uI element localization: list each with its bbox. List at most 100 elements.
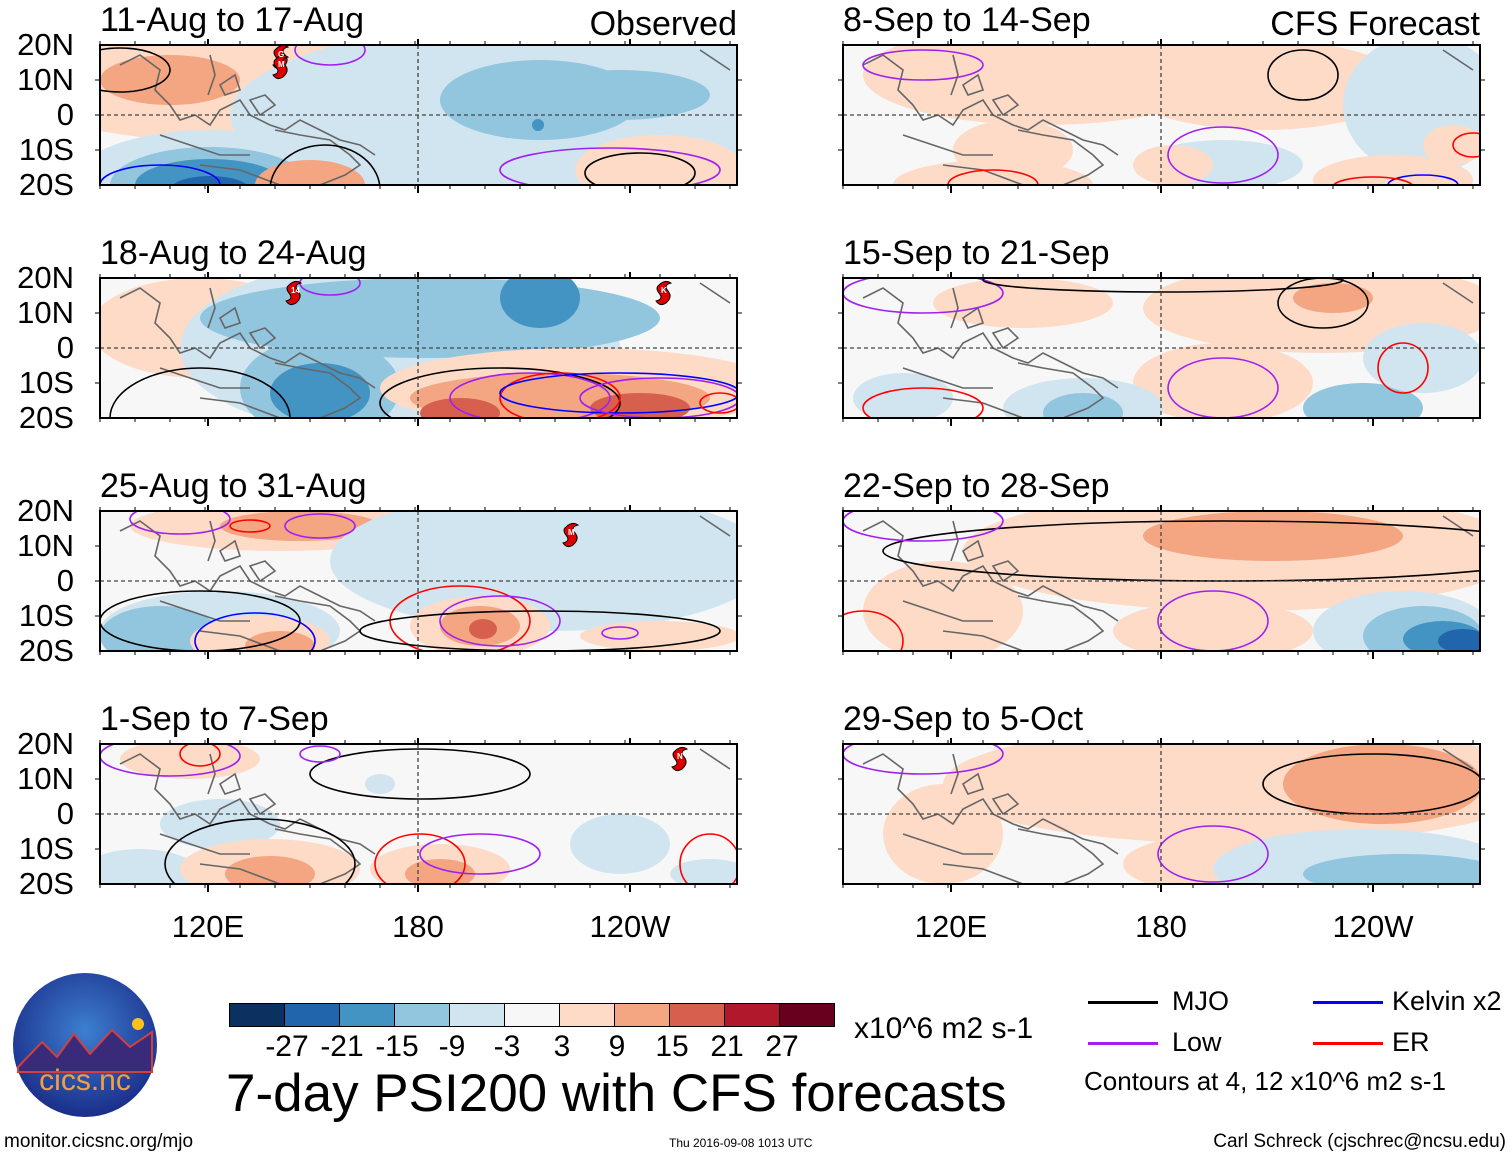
contour: [982, 278, 1344, 293]
contour: [100, 590, 301, 651]
tropical-cyclone-icon: [671, 746, 689, 772]
contour: [309, 748, 531, 800]
legend-low-line: [1088, 1042, 1158, 1045]
contour: [843, 278, 1004, 314]
contour: [229, 519, 271, 533]
legend-er-label: ER: [1392, 1027, 1430, 1057]
contour: [601, 626, 639, 640]
svg-text:cics.nc: cics.nc: [39, 1064, 131, 1097]
contour: [269, 144, 381, 185]
lat-tick-label: 0: [56, 330, 74, 365]
anomaly-region: [580, 621, 737, 651]
lat-tick-label: 10S: [18, 831, 74, 866]
colorbar-tick-label: 9: [608, 1030, 626, 1063]
contour: [1157, 825, 1269, 883]
anomaly-region: [1363, 323, 1480, 393]
colorbar-tick-label: 3: [553, 1030, 571, 1063]
anomaly-region: [100, 606, 220, 651]
contour: [1167, 126, 1279, 184]
footer-url[interactable]: monitor.cicsnc.org/mjo: [4, 1131, 194, 1152]
anomaly-region: [1293, 283, 1373, 313]
anomaly-region: [532, 119, 544, 131]
map-panel: [838, 738, 1485, 892]
anomaly-region: [933, 278, 1113, 328]
colorbar-tick-label: 21: [710, 1030, 744, 1063]
lon-tick-label: 180: [392, 909, 444, 944]
anomaly-region: [1423, 125, 1480, 165]
anomaly-region: [530, 70, 710, 120]
anomaly-region: [1283, 744, 1480, 824]
coastline: [119, 748, 731, 884]
legend-mjo-label: MJO: [1172, 986, 1229, 1016]
legend-kelvin-label: Kelvin x2: [1392, 986, 1502, 1016]
contour: [1332, 176, 1414, 185]
contour: [439, 595, 561, 647]
contour: [843, 744, 1004, 775]
tropical-cyclone-icon: [655, 280, 673, 306]
legend-low-label: Low: [1172, 1027, 1222, 1057]
colorbar-tick-label: -9: [438, 1030, 466, 1063]
anomaly-region: [1133, 343, 1313, 418]
colorbar: [229, 1003, 835, 1027]
map-panel: [838, 272, 1485, 426]
anomaly-region: [1438, 629, 1480, 651]
contour: [109, 367, 291, 418]
colorbar-swatch: [340, 1004, 395, 1026]
anomaly-region: [200, 278, 660, 358]
storm-label: G: [278, 50, 285, 59]
contour: [862, 49, 984, 81]
contour: [1157, 590, 1269, 651]
contour: [419, 833, 541, 875]
contour: [294, 45, 366, 66]
contour: [699, 392, 737, 414]
panel-title: 8-Sep to 14-Sep: [843, 1, 1091, 39]
colorbar-tick-label: -15: [375, 1030, 419, 1063]
map-panel: [838, 39, 1485, 193]
cics-logo: cics.nc: [13, 973, 157, 1117]
tropical-cyclone-icon: [272, 54, 290, 80]
map-panel: [95, 272, 742, 426]
anomaly-region: [1113, 601, 1313, 651]
anomaly-region: [883, 784, 1003, 884]
colorbar-units: x10^6 m2 s-1: [854, 1012, 1034, 1045]
contour: [579, 377, 737, 418]
colorbar-tick-label: -27: [265, 1030, 309, 1063]
lat-tick-label: 10N: [17, 295, 74, 330]
colorbar-swatch: [780, 1004, 834, 1026]
anomaly-region: [100, 55, 240, 105]
lon-tick-label: 120W: [1332, 909, 1414, 944]
colorbar-swatch: [560, 1004, 615, 1026]
colorbar-swatch: [230, 1004, 285, 1026]
contour: [299, 745, 341, 763]
panel-title: 25-Aug to 31-Aug: [100, 467, 367, 505]
lat-tick-label: 10S: [18, 598, 74, 633]
anomaly-region: [570, 814, 670, 874]
anomaly-region: [270, 363, 370, 418]
tropical-cyclone-icon: [562, 522, 580, 548]
lat-tick-label: 10S: [18, 365, 74, 400]
contour: [1262, 753, 1480, 815]
contour: [379, 367, 621, 418]
colorbar-swatch: [285, 1004, 340, 1026]
lat-tick-label: 20N: [17, 27, 74, 62]
contour: [1267, 49, 1339, 101]
anomaly-region: [1133, 145, 1213, 185]
contour: [100, 744, 241, 777]
contour: [100, 47, 171, 93]
anomaly-region: [220, 511, 380, 541]
map-panel: [95, 39, 742, 193]
colorbar-tick-label: -21: [320, 1030, 364, 1063]
lat-tick-label: 20N: [17, 493, 74, 528]
anomaly-region: [245, 631, 315, 651]
contour: [389, 585, 531, 651]
anomaly-region: [893, 160, 1093, 185]
anomaly-region: [1043, 393, 1123, 418]
lon-tick-label: 120W: [589, 909, 671, 944]
map-panel: [95, 738, 742, 892]
observed-label: Observed: [589, 5, 737, 43]
contour: [179, 744, 221, 767]
anomaly-region: [405, 859, 475, 884]
figure-title: 7-day PSI200 with CFS forecasts: [226, 1064, 1007, 1123]
map-panel: [838, 505, 1485, 659]
lat-tick-label: 20S: [18, 866, 74, 901]
